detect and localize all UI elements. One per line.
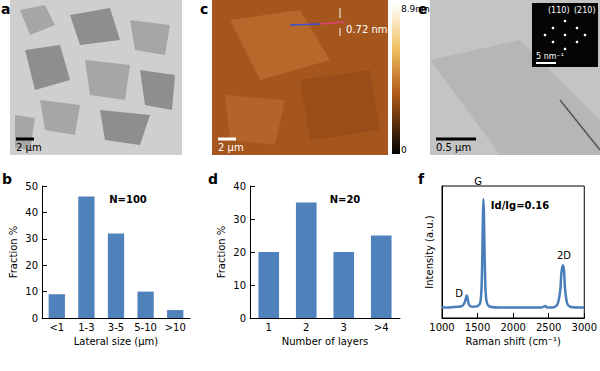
svg-text:1500: 1500 — [465, 322, 490, 333]
svg-text:f: f — [418, 171, 425, 187]
svg-text:Raman shift (cm⁻¹): Raman shift (cm⁻¹) — [465, 336, 560, 347]
svg-text:Lateral size (μm): Lateral size (μm) — [74, 336, 159, 347]
svg-text:2 μm: 2 μm — [16, 142, 42, 153]
svg-text:Id/Ig=0.16: Id/Ig=0.16 — [491, 200, 550, 211]
svg-text:Fraction %: Fraction % — [8, 226, 19, 279]
svg-text:a: a — [1, 1, 10, 17]
svg-text:30: 30 — [25, 233, 38, 244]
svg-text:0: 0 — [240, 313, 246, 324]
svg-text:0: 0 — [32, 313, 38, 324]
svg-text:Intensity (a.u.): Intensity (a.u.) — [424, 215, 435, 288]
svg-text:1: 1 — [266, 322, 272, 333]
svg-text:(110): (110) — [548, 6, 570, 15]
svg-text:>10: >10 — [165, 322, 186, 333]
svg-text:0: 0 — [401, 145, 407, 155]
svg-text:c: c — [200, 1, 208, 17]
svg-text:0.72 nm: 0.72 nm — [346, 24, 388, 35]
svg-text:d: d — [208, 171, 218, 187]
svg-text:Fraction %: Fraction % — [216, 226, 227, 279]
svg-text:2500: 2500 — [536, 322, 561, 333]
svg-text:20: 20 — [25, 260, 38, 271]
svg-text:5-10: 5-10 — [134, 322, 157, 333]
svg-text:2000: 2000 — [500, 322, 525, 333]
svg-text:20: 20 — [233, 247, 246, 258]
svg-text:<1: <1 — [49, 322, 64, 333]
svg-text:(210): (210) — [574, 6, 596, 15]
svg-text:b: b — [2, 171, 12, 187]
svg-text:30: 30 — [233, 214, 246, 225]
svg-text:10: 10 — [25, 286, 38, 297]
svg-text:8.9nm: 8.9nm — [401, 3, 430, 14]
svg-text:3-5: 3-5 — [108, 322, 124, 333]
svg-text:40: 40 — [233, 181, 246, 192]
svg-text:G: G — [474, 176, 482, 187]
svg-text:N=100: N=100 — [109, 194, 147, 205]
svg-text:40: 40 — [25, 207, 38, 218]
svg-text:5 nm⁻¹: 5 nm⁻¹ — [536, 52, 564, 61]
svg-text:N=20: N=20 — [330, 194, 361, 205]
svg-text:3000: 3000 — [572, 322, 597, 333]
svg-text:D: D — [455, 288, 463, 299]
svg-text:>4: >4 — [374, 322, 389, 333]
svg-text:1000: 1000 — [429, 322, 454, 333]
svg-text:50: 50 — [25, 181, 38, 192]
svg-text:2 μm: 2 μm — [218, 142, 244, 153]
svg-text:1-3: 1-3 — [78, 322, 94, 333]
svg-text:0.5 μm: 0.5 μm — [436, 142, 471, 153]
svg-text:2: 2 — [303, 322, 309, 333]
svg-text:e: e — [418, 1, 428, 17]
svg-text:10: 10 — [233, 280, 246, 291]
svg-text:2D: 2D — [557, 250, 571, 261]
svg-text:3: 3 — [341, 322, 347, 333]
svg-text:Number of layers: Number of layers — [282, 336, 368, 347]
